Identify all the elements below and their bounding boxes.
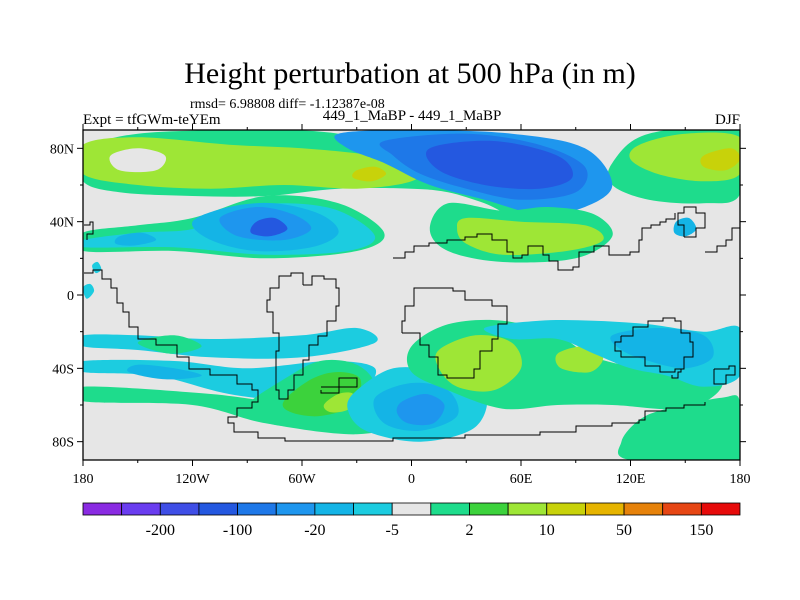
contour-region-31	[435, 335, 522, 392]
x-tick-label-6: 180	[730, 472, 751, 487]
colorbar-label-2: -20	[304, 522, 325, 539]
contour-region-32	[555, 346, 604, 373]
stats-text: rmsd= 6.98808 diff= -1.12387e-08	[190, 97, 385, 112]
colorbar: -200 -100 -20 -5 2 10 50 150	[82, 502, 741, 539]
colorbar-swatch-0	[82, 502, 123, 516]
coastline-9	[677, 206, 706, 238]
contour-region-34	[610, 328, 714, 369]
coastline-7	[713, 365, 736, 385]
colorbar-swatch-9	[430, 502, 470, 516]
colorbar-swatch-4	[237, 502, 277, 516]
contour-region-9	[425, 140, 573, 190]
x-tick-label-4: 60E	[510, 472, 533, 487]
coastline-0	[84, 269, 706, 442]
colorbar-label-3: -5	[386, 522, 399, 539]
x-tick-label-3: 0	[408, 472, 415, 487]
colorbar-swatch-13	[585, 502, 625, 516]
colorbar-swatch-16	[700, 502, 741, 516]
colorbar-swatch-5	[275, 502, 316, 516]
x-axis: 180 120W 60W 0 60E 120E 180	[73, 124, 751, 487]
contour-region-22	[127, 364, 202, 380]
colorbar-swatch-7	[353, 502, 393, 516]
y-tick-label-1: 40N	[50, 216, 74, 231]
coastline-3	[401, 287, 508, 379]
colorbar-swatch-1	[121, 502, 161, 516]
coastline-10	[84, 221, 94, 240]
contour-region-26	[323, 392, 354, 413]
colorbar-label-0: -200	[146, 522, 175, 539]
colorbar-label-6: 50	[616, 522, 632, 539]
x-tick-label-0: 180	[73, 472, 94, 487]
contour-region-35	[617, 395, 740, 460]
coastline-5	[614, 317, 694, 373]
colorbar-label-7: 150	[689, 522, 713, 539]
colorbar-swatch-14	[623, 502, 664, 516]
contour-region-4	[352, 166, 387, 182]
coastlines	[84, 206, 740, 442]
colorbar-swatch-12	[546, 502, 586, 516]
colorbar-swatch-6	[314, 502, 354, 516]
y-tick-label-3: 40S	[52, 362, 74, 377]
y-tick-label-0: 80N	[50, 142, 74, 157]
chart-title: Height perturbation at 500 hPa (in m)	[184, 57, 636, 90]
contour-region-17	[457, 217, 604, 256]
experiment-label: Expt = tfGWm-teYEm	[83, 112, 221, 128]
x-tick-label-5: 120E	[616, 472, 646, 487]
colorbar-swatch-8	[391, 502, 432, 516]
coastline-2	[320, 377, 358, 394]
colorbar-label-5: 10	[539, 522, 555, 539]
contour-region-36	[83, 283, 95, 299]
y-tick-label-2: 0	[67, 289, 74, 304]
coastline-6	[671, 368, 682, 379]
contour-region-29	[396, 393, 445, 426]
colorbar-swatch-10	[469, 502, 509, 516]
colorbar-swatch-3	[198, 502, 238, 516]
contour-region-2	[83, 137, 424, 189]
x-tick-label-1: 120W	[175, 472, 210, 487]
colorbar-label-4: 2	[465, 522, 473, 539]
case-label: 449_1_MaBP - 449_1_MaBP	[323, 108, 502, 124]
plot-area: 180 120W 60W 0 60E 120E 180 80N 40N 0 40S 80S	[50, 124, 751, 487]
contour-region-14	[250, 217, 288, 237]
colorbar-swatch-11	[507, 502, 548, 516]
contour-region-6	[700, 148, 740, 171]
y-tick-label-4: 80S	[52, 436, 74, 451]
y-axis: 80N 40N 0 40S 80S	[50, 142, 746, 451]
colorbar-swatch-15	[662, 502, 702, 516]
coastline-1	[266, 272, 340, 400]
coastline-8	[705, 227, 740, 253]
colorbar-swatch-2	[159, 502, 200, 516]
colorbar-label-1: -100	[223, 522, 252, 539]
contour-region-15	[114, 232, 157, 246]
contour-region-18	[673, 217, 697, 237]
contour-region-3	[109, 148, 167, 173]
x-tick-label-2: 60W	[288, 472, 316, 487]
coastline-4	[393, 213, 676, 271]
season-label: DJF	[715, 112, 740, 128]
